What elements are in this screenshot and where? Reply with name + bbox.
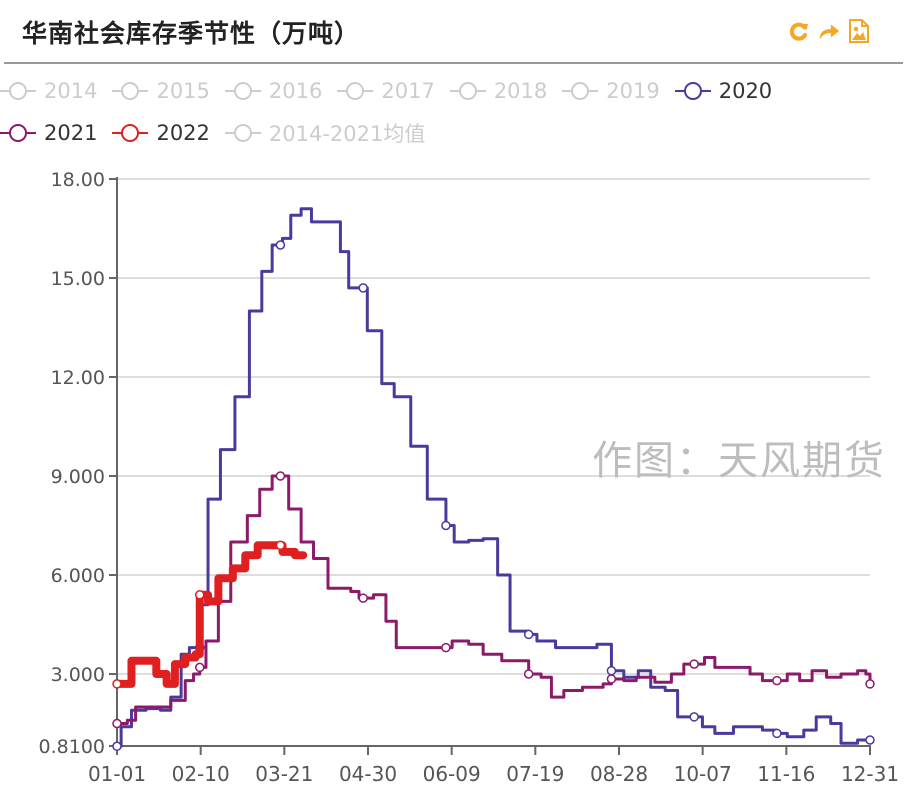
x-tick-label: 04-30: [339, 762, 397, 786]
series-marker-2020[interactable]: [772, 728, 782, 739]
series-marker-2020[interactable]: [865, 735, 875, 745]
title-divider: [4, 62, 903, 64]
legend-line-circle-icon: [562, 82, 599, 100]
x-tick-label: 12-31: [841, 762, 899, 786]
legend-line-circle-icon: [0, 82, 36, 100]
x-tick-label: 06-09: [423, 762, 481, 786]
series-marker-2021[interactable]: [358, 593, 368, 603]
series-marker-2021[interactable]: [194, 662, 205, 673]
series-marker-2020[interactable]: [275, 240, 286, 250]
legend-item-2018[interactable]: 2018: [449, 79, 548, 103]
series-marker-2022[interactable]: [194, 590, 205, 600]
series-marker-2020[interactable]: [112, 741, 122, 752]
series-marker-2020[interactable]: [441, 520, 451, 531]
legend-label: 2017: [381, 79, 435, 103]
series-marker-2021[interactable]: [112, 718, 122, 729]
legend-item-2022[interactable]: 2022: [112, 121, 210, 145]
legend-item-2014-2021均值[interactable]: 2014-2021均值: [224, 118, 426, 148]
refresh-button[interactable]: [787, 18, 811, 44]
series-marker-2021[interactable]: [689, 659, 699, 669]
series-marker-2022[interactable]: [112, 679, 122, 689]
x-tick-label: 10-07: [674, 762, 732, 786]
legend-item-2014[interactable]: 2014: [0, 79, 97, 103]
series-marker-2020[interactable]: [689, 712, 699, 722]
legend: 2014 2015 2016 2017 2018 2019 2020 2021 2022 201…: [0, 70, 907, 154]
series-line-2020[interactable]: [115, 207, 872, 748]
x-tick-label: 03-21: [255, 762, 313, 786]
x-tick-label: 11-16: [757, 762, 815, 786]
x-tick-label: 02-10: [172, 762, 230, 786]
series-marker-2021[interactable]: [523, 669, 534, 679]
x-tick-label: 01-01: [88, 762, 146, 786]
series-marker-2021[interactable]: [441, 642, 451, 653]
legend-label: 2015: [156, 79, 210, 103]
series-line-2021[interactable]: [115, 474, 872, 725]
series-marker-2020[interactable]: [523, 629, 534, 640]
legend-line-circle-icon: [337, 82, 374, 100]
toolbox: [787, 18, 871, 44]
legend-line-circle-icon: [112, 124, 149, 142]
legend-label: 2019: [606, 79, 660, 103]
legend-label: 2020: [718, 79, 773, 103]
legend-line-circle-icon: [674, 82, 711, 100]
legend-line-circle-icon: [224, 124, 261, 142]
y-tick-label: 15.00: [51, 268, 105, 290]
legend-row: 2014 2015 2016 2017 2018 2019 2020: [0, 70, 907, 112]
legend-line-circle-icon: [112, 82, 149, 100]
legend-item-2019[interactable]: 2019: [562, 79, 660, 103]
legend-row: 2021 2022 2014-2021均值: [0, 112, 907, 154]
legend-label: 2014-2021均值: [268, 122, 426, 146]
legend-line-circle-icon: [224, 82, 261, 100]
legend-item-2021[interactable]: 2021: [0, 121, 97, 145]
save-image-icon: [849, 19, 869, 43]
legend-item-2020[interactable]: 2020: [674, 79, 773, 103]
y-tick-label: 3.000: [51, 664, 105, 686]
legend-line-circle-icon: [449, 82, 486, 100]
y-tick-label: 9.000: [51, 466, 105, 488]
chart-title: 华南社会库存季节性（万吨）: [22, 19, 361, 48]
y-tick-label: 0.8100: [39, 736, 105, 758]
share-button[interactable]: [817, 18, 841, 44]
watermark: 作图：天风期货: [592, 438, 886, 484]
series-line-2022[interactable]: [113, 541, 308, 688]
y-tick-label: 6.000: [51, 565, 105, 587]
legend-label: 2018: [493, 79, 548, 103]
x-tick-label: 08-28: [590, 762, 648, 786]
series-marker-2021[interactable]: [606, 674, 617, 684]
refresh-icon: [789, 22, 808, 41]
series-marker-2021[interactable]: [275, 471, 286, 481]
legend-label: 2021: [44, 121, 98, 145]
series-marker-2022[interactable]: [275, 540, 286, 551]
x-tick-label: 07-19: [506, 762, 564, 786]
series-marker-2020[interactable]: [358, 283, 368, 293]
legend-item-2015[interactable]: 2015: [112, 79, 210, 103]
y-tick-label: 18.00: [51, 169, 105, 191]
series-marker-2021[interactable]: [772, 675, 782, 686]
series-marker-2020[interactable]: [606, 665, 617, 676]
save-image-button[interactable]: [847, 18, 871, 44]
y-tick-label: 12.00: [51, 367, 105, 389]
legend-label: 2014: [44, 79, 98, 103]
share-icon: [819, 24, 840, 40]
legend-label: 2016: [268, 79, 323, 103]
legend-item-2016[interactable]: 2016: [224, 79, 323, 103]
legend-line-circle-icon: [0, 124, 36, 142]
legend-label: 2022: [156, 121, 210, 145]
legend-item-2017[interactable]: 2017: [337, 79, 435, 103]
series-marker-2021[interactable]: [865, 679, 875, 689]
